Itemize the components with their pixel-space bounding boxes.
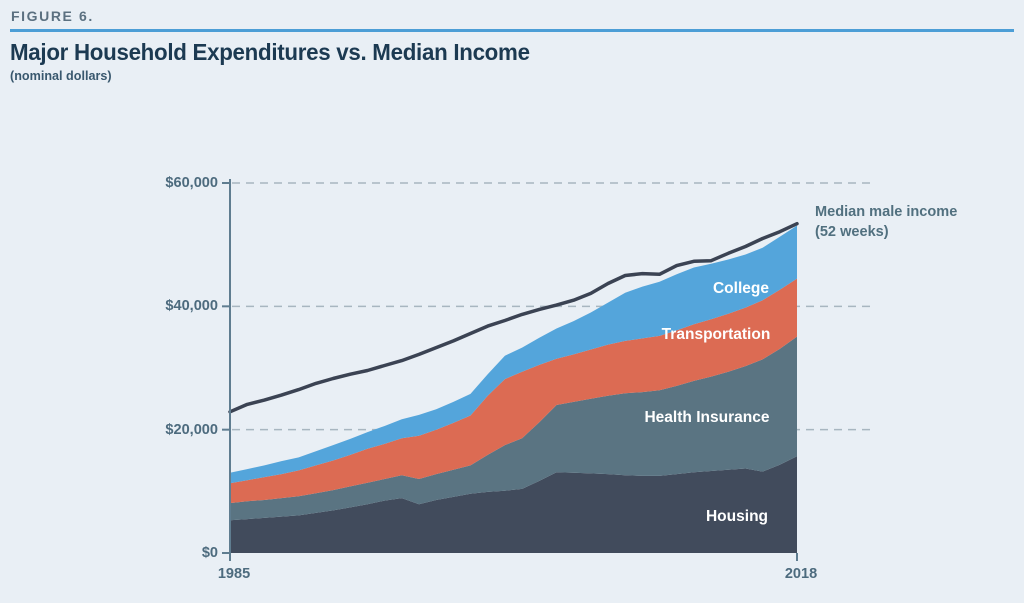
area-label-college: College — [712, 280, 770, 297]
median-income-line-label: Median male income (52 weeks) — [815, 202, 957, 242]
median-income-line — [228, 221, 799, 414]
chart-title: Major Household Expenditures vs. Median … — [10, 39, 530, 65]
area-label-health-insurance: Health Insurance — [644, 409, 770, 426]
y-tick-label-40000: $40,000 — [165, 297, 218, 315]
area-housing — [230, 456, 797, 553]
figure-number-label: FIGURE 6. — [11, 8, 94, 24]
median-income-line-label-row: (52 weeks) — [815, 223, 889, 240]
y-tick-label-20000: $20,000 — [165, 420, 218, 438]
chart-subtitle: (nominal dollars) — [10, 68, 112, 83]
median-income-line-label-row: Median male income — [815, 203, 958, 220]
y-tick-label-60000: $60,000 — [165, 174, 218, 191]
area-health-insurance — [230, 336, 797, 521]
y-tick-label-0: $0 — [201, 544, 218, 561]
header-divider-rule — [10, 29, 1014, 32]
x-tick-label-1985: 1985 — [217, 565, 251, 582]
area-label-transportation: Transportation — [661, 326, 771, 343]
area-label-housing: Housing — [705, 508, 769, 525]
area-college — [230, 225, 797, 484]
x-tick-label-2018: 2018 — [784, 565, 818, 582]
area-transportation — [230, 278, 797, 504]
